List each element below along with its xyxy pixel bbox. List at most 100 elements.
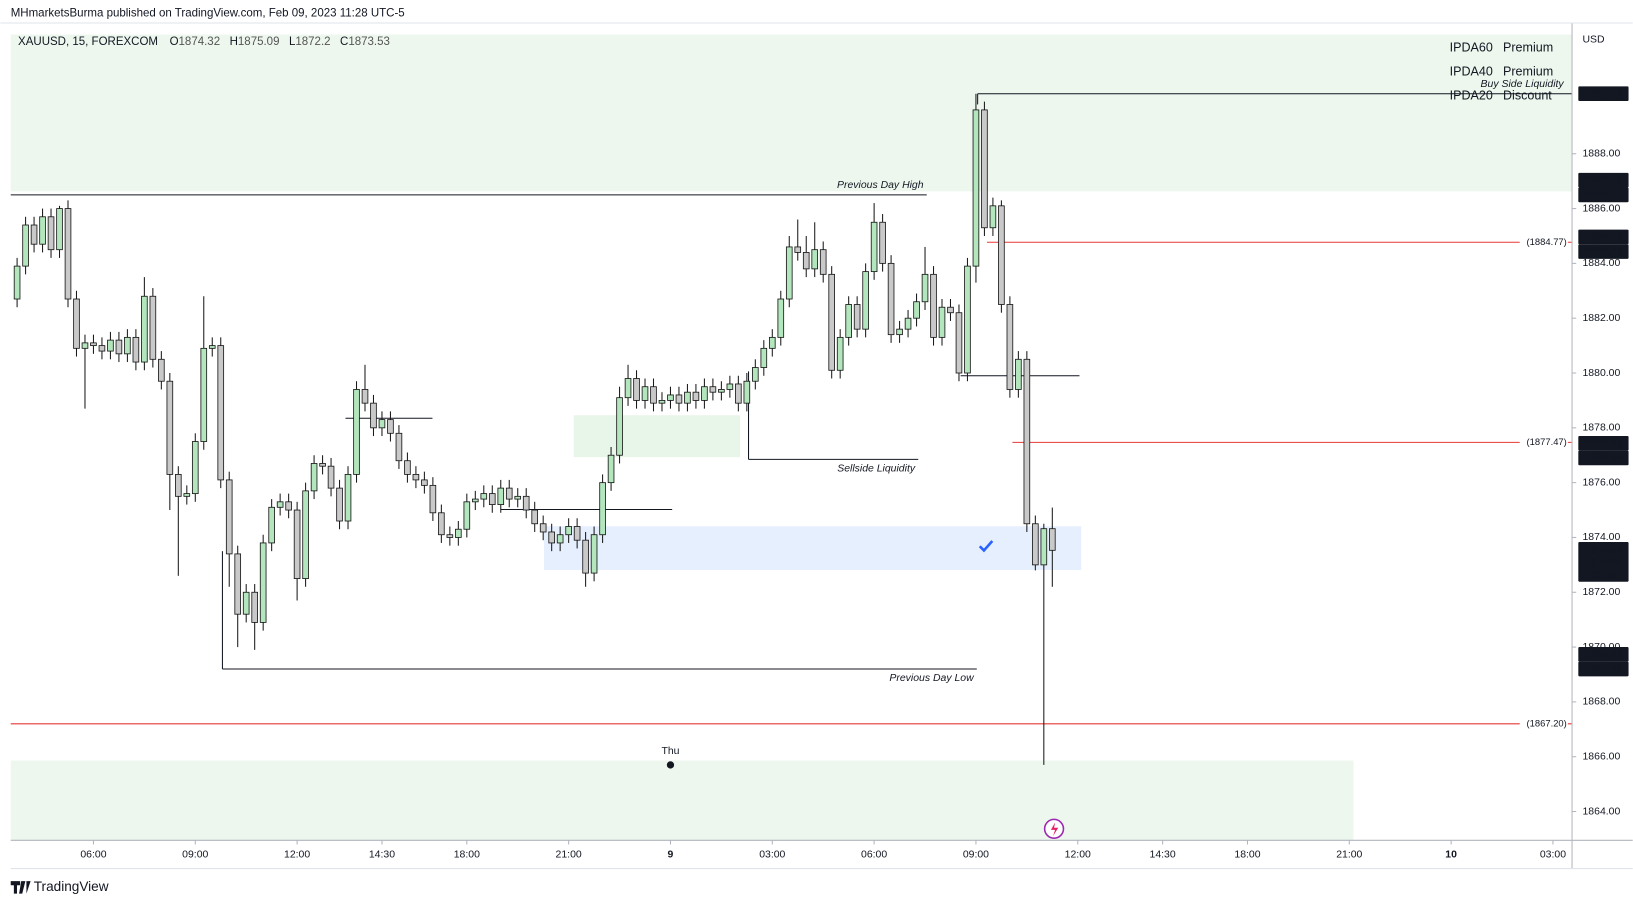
candle-body	[90, 342, 97, 347]
candle-body	[607, 454, 615, 484]
candle-body	[285, 501, 292, 511]
y-tick-label: 1888.00	[1583, 149, 1621, 160]
price-marker	[1578, 450, 1629, 466]
candle-body	[514, 495, 522, 500]
candle-body	[175, 474, 182, 497]
plot: Previous Day High Previous Day Low Sellsid…	[10, 34, 1573, 841]
y-tick-label: 1880.00	[1583, 368, 1621, 379]
candle-body	[455, 528, 462, 538]
candle-body	[47, 216, 55, 251]
candle-body	[132, 336, 140, 363]
candle-body	[480, 493, 488, 500]
candle-body	[972, 109, 980, 267]
candle-body	[446, 534, 454, 538]
candle-body	[361, 389, 369, 404]
candle-body	[183, 493, 191, 497]
price-marker-label: 1890.19	[1585, 88, 1623, 99]
candle-body	[650, 386, 657, 404]
ipda-zone: Discount	[1503, 89, 1552, 103]
candle-body	[777, 298, 785, 338]
candle-body	[124, 336, 131, 355]
candle-body	[310, 463, 318, 492]
candle-body	[1032, 523, 1039, 566]
candle-body	[998, 205, 1005, 305]
candle-body	[531, 509, 539, 525]
candle-body	[802, 252, 810, 270]
y-tick-label: 1866.00	[1583, 751, 1621, 762]
c-label: C	[340, 36, 348, 48]
level-label: Buy Side Liquidity	[1481, 79, 1565, 90]
level-label: Previous Day Low	[889, 673, 975, 684]
candle-body	[404, 460, 411, 475]
candle-body	[327, 465, 335, 489]
candle-body	[166, 380, 174, 475]
candle-body	[13, 265, 21, 300]
candle-body	[107, 339, 114, 352]
candle-body	[251, 591, 258, 623]
candle-body	[590, 534, 598, 574]
candle-body	[412, 474, 420, 481]
x-tick-label: 03:00	[759, 850, 785, 861]
candle-body	[242, 591, 250, 615]
candle-body	[370, 402, 377, 429]
red-level-label-bg	[1519, 717, 1568, 731]
candle-body	[701, 386, 708, 401]
h-value: 1875.09	[238, 36, 280, 48]
candle-body	[709, 386, 717, 393]
zone	[544, 526, 1082, 571]
last-change: −0.48%	[1586, 558, 1622, 569]
y-tick-label: 1872.00	[1583, 587, 1621, 598]
candle-body	[811, 249, 819, 270]
ipda-name: IPDA60	[1450, 40, 1493, 54]
x-tick-label: 12:00	[1065, 850, 1091, 861]
x-tick-label: 21:00	[556, 850, 582, 861]
x-tick-label: 06:00	[80, 850, 106, 861]
candle-body	[319, 463, 326, 467]
y-tick-label: 1884.00	[1583, 258, 1621, 269]
o-label: O	[170, 36, 179, 48]
brand-logo	[10, 881, 31, 894]
last-price-box	[1578, 541, 1629, 582]
symbol: XAUUSD, 15, FOREXCOM	[18, 36, 158, 48]
price-marker	[1578, 661, 1629, 677]
candle-body	[743, 380, 751, 404]
candle-body	[1006, 304, 1014, 390]
ipda-zone: Premium	[1503, 40, 1553, 54]
red-level-label: (1877.47)	[1527, 436, 1567, 447]
candle-body	[522, 495, 530, 511]
candle-body	[488, 493, 496, 505]
x-tick-label: 06:00	[861, 850, 887, 861]
candle-body	[913, 301, 920, 319]
y-tick-label: 1874.00	[1583, 532, 1621, 543]
price-marker	[1578, 435, 1629, 451]
candle-body	[947, 306, 954, 314]
price-marker	[1578, 172, 1629, 188]
red-level-label: (1884.77)	[1527, 236, 1567, 247]
candle-body	[539, 523, 547, 533]
zone	[10, 34, 1573, 192]
h-label: H	[230, 36, 238, 48]
candle-body	[768, 336, 776, 349]
red-level-label-bg	[1519, 236, 1568, 249]
candle-body	[879, 221, 886, 264]
x-tick-label: 9	[668, 850, 674, 861]
candle-body	[845, 304, 852, 338]
candle-body	[56, 208, 63, 251]
x-tick-label: 18:00	[1234, 850, 1260, 861]
candle-body	[641, 386, 649, 401]
candle-body	[794, 246, 802, 253]
candle-body	[964, 265, 971, 374]
level-label: Previous Day High	[837, 180, 924, 191]
l-value: 1872.2	[295, 36, 330, 48]
candle-body	[599, 482, 606, 536]
y-tick-label: 1876.00	[1583, 477, 1621, 488]
price-marker-label: 1884.43	[1585, 246, 1623, 257]
candle-body	[200, 347, 208, 442]
candle-body	[938, 306, 946, 338]
candle-body	[344, 474, 352, 522]
candle-body	[30, 224, 38, 245]
x-tick-label: 14:30	[369, 850, 395, 861]
red-level-label: (1867.20)	[1527, 717, 1567, 728]
candle-body	[472, 498, 479, 503]
zone	[10, 760, 1354, 841]
